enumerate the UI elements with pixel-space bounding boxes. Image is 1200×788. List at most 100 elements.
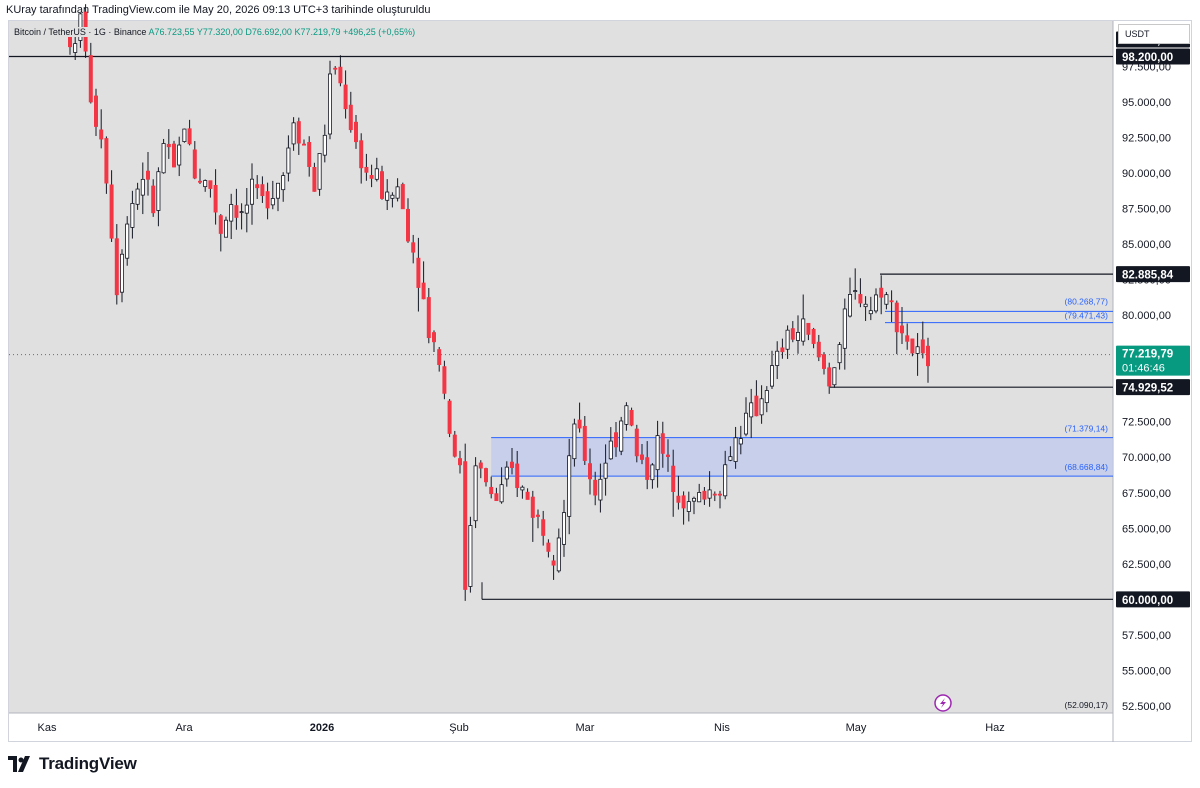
candle-body <box>920 339 925 354</box>
candle-body <box>801 318 806 342</box>
candle-body <box>416 257 421 288</box>
y-axis-tick-label: 70.000,00 <box>1122 452 1171 464</box>
candle-body <box>166 143 171 148</box>
candle-body <box>577 419 582 429</box>
candle-body <box>842 308 847 349</box>
candle-body <box>759 398 764 416</box>
candle-body <box>130 203 135 228</box>
spark-icon[interactable] <box>934 694 952 712</box>
candle-body <box>525 491 530 500</box>
candle-body <box>712 493 717 496</box>
candle-body <box>733 437 738 462</box>
candle-body <box>307 142 312 167</box>
candle-body <box>790 328 795 340</box>
candle-body <box>244 204 249 214</box>
candle-body <box>541 519 546 536</box>
footer-brand[interactable]: TradingView <box>8 754 137 774</box>
candle-body <box>442 366 447 394</box>
candle-body <box>379 171 384 199</box>
candle-body <box>255 184 260 189</box>
candle-body <box>489 486 494 495</box>
level-price-tag[interactable] <box>1116 48 1190 65</box>
candle-body <box>749 402 754 418</box>
zone-top-label: (71.379,14) <box>1065 424 1109 434</box>
currency-selector[interactable]: USDT <box>1118 24 1190 44</box>
candle-body <box>281 175 286 191</box>
symbol-info: Bitcoin / TetherUS · 1G · Binance A76.72… <box>12 27 418 37</box>
candle-body <box>780 347 785 353</box>
candle-body <box>161 143 166 174</box>
x-axis-tick-label: Haz <box>985 722 1005 734</box>
candle-body <box>291 122 296 145</box>
candle-body <box>666 454 671 457</box>
candle-body <box>764 390 769 404</box>
y-axis-tick-label: 92.500,00 <box>1122 133 1171 145</box>
candle-body <box>723 464 728 497</box>
current-price-tag[interactable] <box>1116 345 1190 376</box>
y-axis-tick-label: 95.000,00 <box>1122 97 1171 109</box>
candle-body <box>114 238 119 296</box>
level-price-tag[interactable] <box>1116 591 1190 608</box>
zone-bottom-label: (68.668,84) <box>1065 462 1109 472</box>
x-axis-tick-label: Nis <box>714 722 730 734</box>
candle-body <box>634 428 639 457</box>
candle-body <box>520 486 525 491</box>
candle-body <box>556 537 561 572</box>
candle-body <box>223 219 228 238</box>
candle-body <box>884 294 889 305</box>
candle-body <box>322 134 327 156</box>
candle-body <box>213 185 218 213</box>
symbol-close: K77.219,79 <box>294 27 341 37</box>
brand-name: TradingView <box>39 754 137 773</box>
candle-body <box>104 138 109 184</box>
demand-zone[interactable] <box>491 437 1113 477</box>
candle-body <box>234 205 239 218</box>
candle-body <box>239 211 244 214</box>
candle-body <box>811 328 816 344</box>
candle-body <box>598 478 603 501</box>
candle-body <box>822 354 827 369</box>
candle-body <box>775 350 780 366</box>
candle-body <box>229 204 234 222</box>
level-price-tag[interactable] <box>1116 266 1190 283</box>
candle-body <box>650 464 655 481</box>
candle-body <box>655 435 660 471</box>
candle-body <box>686 501 691 512</box>
candle-body <box>728 456 733 461</box>
candle-body <box>660 433 665 454</box>
candle-body <box>197 180 202 183</box>
candle-body <box>603 462 608 479</box>
candle-body <box>338 66 343 84</box>
candle-body <box>385 191 390 201</box>
plot-background <box>9 21 1113 713</box>
y-axis-tick-label: 57.500,00 <box>1122 630 1171 642</box>
candle-body <box>473 465 478 522</box>
candle-body <box>156 171 161 211</box>
candle-body <box>140 178 145 196</box>
y-axis-tick-label: 87.500,00 <box>1122 204 1171 216</box>
y-axis-tick-label: 67.500,00 <box>1122 488 1171 500</box>
candle-body <box>353 121 358 143</box>
candle-body <box>145 170 150 180</box>
candle-body <box>333 67 338 70</box>
candle-body <box>296 121 301 144</box>
candle-body <box>468 525 473 587</box>
tradingview-logo-icon <box>8 756 30 772</box>
y-axis-tick-label: 72.500,00 <box>1122 417 1171 429</box>
candle-body <box>707 489 712 499</box>
fib-label: (79.471,43) <box>1065 311 1109 321</box>
candle-body <box>99 129 104 140</box>
candle-body <box>483 468 488 483</box>
candle-body <box>364 166 369 173</box>
candle-body <box>858 294 863 304</box>
level-price-tag[interactable] <box>1116 379 1190 396</box>
symbol-interval: 1G <box>93 27 106 37</box>
candle-body <box>905 335 910 342</box>
candle-body <box>275 182 280 199</box>
candle-body <box>629 409 634 426</box>
candle-body <box>151 185 156 214</box>
range-low-label: (52.090,17) <box>1065 700 1109 710</box>
candle-body <box>260 184 265 197</box>
candle-body <box>582 425 587 461</box>
